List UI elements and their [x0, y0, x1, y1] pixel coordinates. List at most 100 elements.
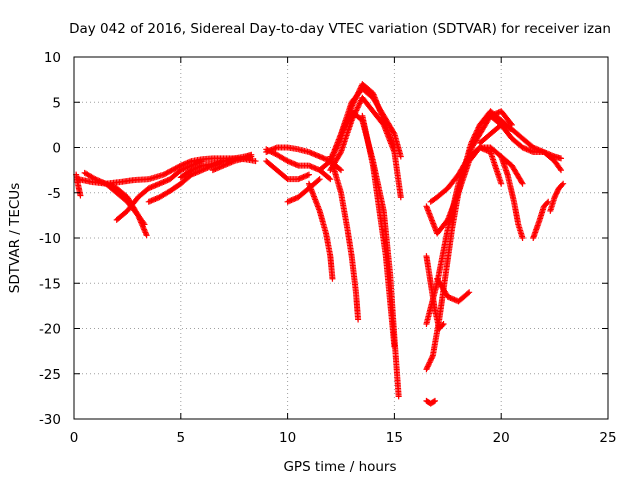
- x-axis-label: GPS time / hours: [283, 459, 396, 475]
- data-point-marker: [141, 221, 148, 228]
- data-point-marker: [165, 168, 172, 175]
- data-point-marker: [172, 165, 179, 172]
- series-arc-26: [434, 275, 473, 305]
- series-arc-12: [284, 176, 323, 205]
- data-point-marker: [143, 232, 150, 239]
- data-point-marker: [248, 153, 255, 160]
- data-point-marker: [475, 124, 482, 131]
- series-arc-29: [498, 153, 526, 241]
- data-point-marker: [518, 179, 525, 186]
- data-point-marker: [263, 146, 270, 153]
- series-arc-11: [263, 146, 334, 183]
- data-point-marker: [167, 168, 174, 175]
- data-point-marker: [557, 165, 564, 172]
- data-point-marker: [271, 150, 278, 157]
- data-point-marker: [395, 393, 402, 400]
- series-arc-19: [359, 112, 398, 350]
- series-arc-10: [263, 158, 312, 183]
- data-point-marker: [439, 322, 446, 329]
- data-point-marker: [283, 175, 290, 182]
- x-tick-label: 5: [177, 430, 186, 446]
- data-point-marker: [558, 155, 565, 162]
- data-point-marker: [315, 177, 322, 184]
- series-arc-5: [103, 180, 148, 228]
- data-point-marker: [162, 170, 169, 177]
- data-point-marker: [427, 356, 434, 363]
- y-tick-label: -10: [39, 231, 61, 247]
- y-tick-label: -5: [48, 186, 61, 202]
- data-point-marker: [168, 167, 175, 174]
- data-point-marker: [91, 175, 98, 182]
- data-point-marker: [427, 358, 434, 365]
- y-tick-label: -30: [39, 412, 61, 428]
- series-arc-16: [327, 94, 404, 201]
- data-point-marker: [391, 343, 398, 350]
- series-arc-13: [305, 180, 336, 282]
- x-tick-label: 0: [70, 430, 79, 446]
- data-point-marker: [423, 366, 430, 373]
- data-point-marker: [268, 149, 275, 156]
- data-series: [73, 81, 567, 407]
- data-point-marker: [519, 180, 526, 187]
- data-point-marker: [429, 354, 436, 361]
- data-point-marker: [252, 158, 259, 165]
- data-point-marker: [431, 397, 438, 404]
- data-point-marker: [519, 235, 526, 241]
- data-point-marker: [163, 170, 170, 177]
- data-point-marker: [175, 163, 182, 170]
- series-arc-28: [487, 112, 565, 162]
- series-arc-8: [209, 153, 255, 174]
- data-point-marker: [355, 316, 362, 323]
- data-point-marker: [338, 167, 344, 174]
- data-point-marker: [428, 355, 435, 362]
- data-point-marker: [426, 359, 433, 366]
- y-tick-label: -20: [39, 322, 61, 338]
- data-point-marker: [316, 176, 323, 183]
- series-arc-20: [423, 397, 438, 407]
- data-point-marker: [425, 362, 432, 369]
- data-point-marker: [560, 180, 567, 187]
- data-point-marker: [267, 148, 274, 155]
- data-point-marker: [283, 157, 290, 164]
- data-point-marker: [464, 290, 471, 297]
- data-point-marker: [558, 167, 565, 174]
- data-point-marker: [77, 192, 84, 199]
- data-point-marker: [305, 171, 312, 178]
- series-arc-31: [547, 180, 567, 214]
- y-axis-label: SDTVAR / TECUs: [7, 183, 23, 293]
- x-tick-label: 25: [599, 430, 616, 446]
- data-point-marker: [440, 320, 447, 327]
- data-point-marker: [265, 147, 272, 154]
- data-point-marker: [466, 289, 473, 296]
- axis-ticks: 0 5 10 15 20 25 10 5 0 -5 -10 -15 -20 -25 -30: [39, 50, 617, 446]
- data-point-marker: [269, 149, 276, 156]
- data-point-marker: [397, 153, 404, 160]
- x-tick-label: 15: [386, 430, 403, 446]
- data-point-marker: [327, 176, 334, 183]
- data-point-marker: [426, 360, 433, 367]
- data-point-marker: [559, 181, 566, 188]
- data-point-marker: [430, 398, 437, 405]
- data-point-marker: [336, 166, 343, 173]
- x-tick-label: 10: [279, 430, 296, 446]
- y-tick-label: 0: [52, 141, 61, 157]
- data-point-marker: [264, 146, 271, 153]
- data-point-marker: [169, 166, 176, 173]
- data-point-marker: [507, 120, 514, 127]
- data-point-marker: [474, 126, 481, 133]
- chart-title: Day 042 of 2016, Sidereal Day-to-day VTE…: [69, 21, 611, 37]
- data-point-marker: [140, 220, 147, 227]
- data-point-marker: [544, 199, 551, 206]
- data-point-marker: [337, 150, 344, 157]
- y-tick-label: 10: [44, 50, 61, 66]
- data-point-marker: [424, 364, 431, 371]
- series-arc-17: [327, 153, 362, 323]
- y-tick-label: 5: [52, 95, 61, 111]
- x-tick-label: 20: [493, 430, 510, 446]
- y-tick-label: -25: [39, 367, 61, 383]
- data-point-marker: [326, 175, 333, 182]
- data-point-marker: [397, 194, 404, 201]
